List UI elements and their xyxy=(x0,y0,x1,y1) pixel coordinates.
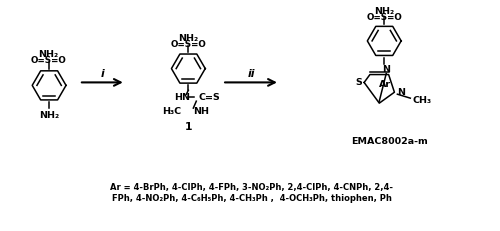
Text: FPh, 4-NO₂Ph, 4-C₆H₅Ph, 4-CH₃Ph ,  4-OCH₃Ph, thiophen, Ph: FPh, 4-NO₂Ph, 4-C₆H₅Ph, 4-CH₃Ph , 4-OCH₃… xyxy=(112,195,392,204)
Text: H₃C: H₃C xyxy=(162,106,182,116)
Text: ii: ii xyxy=(247,70,254,79)
Text: O=S=O: O=S=O xyxy=(366,13,402,22)
Text: NH: NH xyxy=(194,106,210,116)
Text: N: N xyxy=(382,65,390,74)
Text: CH₃: CH₃ xyxy=(412,96,432,105)
Text: NH₂: NH₂ xyxy=(39,110,59,119)
Text: NH₂: NH₂ xyxy=(178,34,199,43)
Text: S: S xyxy=(356,78,362,87)
Text: i: i xyxy=(100,70,104,79)
Text: Ar: Ar xyxy=(378,80,390,89)
Text: C=S: C=S xyxy=(198,93,220,102)
Text: HN: HN xyxy=(174,93,190,102)
Text: NH₂: NH₂ xyxy=(374,7,394,16)
Text: N: N xyxy=(398,88,406,97)
Text: O=S=O: O=S=O xyxy=(30,56,66,65)
Text: EMAC8002a-m: EMAC8002a-m xyxy=(351,137,428,146)
Text: O=S=O: O=S=O xyxy=(170,40,206,49)
Text: Ar = 4-BrPh, 4-ClPh, 4-FPh, 3-NO₂Ph, 2,4-ClPh, 4-CNPh, 2,4-: Ar = 4-BrPh, 4-ClPh, 4-FPh, 3-NO₂Ph, 2,4… xyxy=(110,183,394,192)
Text: 1: 1 xyxy=(184,122,192,132)
Text: NH₂: NH₂ xyxy=(38,50,58,59)
